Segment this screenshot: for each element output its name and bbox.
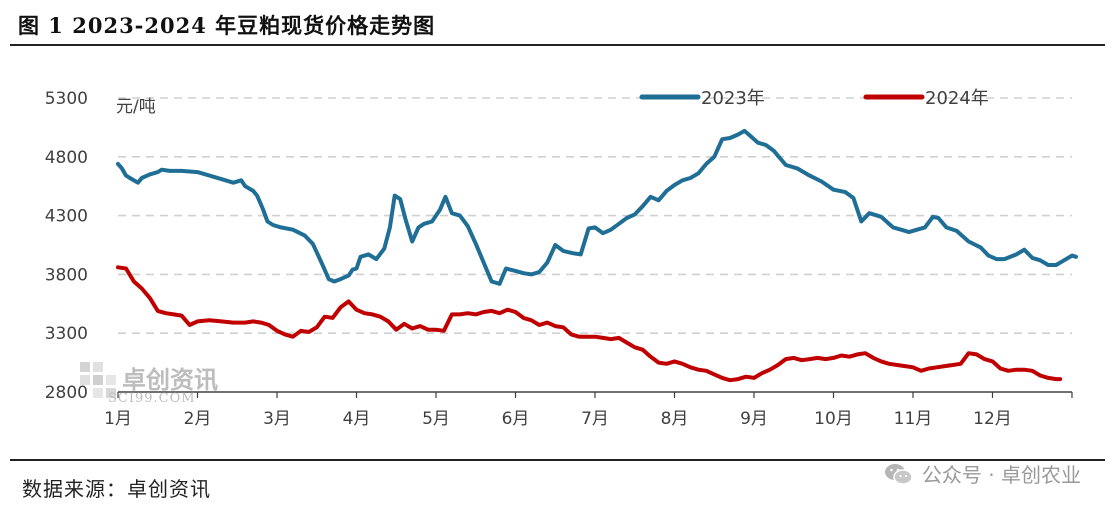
y-unit-label: 元/吨 (116, 97, 156, 117)
footer-divider (10, 459, 1105, 461)
series-line-2023 (116, 128, 1078, 286)
figure-title: 图 1 2023-2024 年豆粕现货价格走势图 (18, 13, 436, 38)
x-tick-label: 2月 (184, 409, 212, 429)
legend-label: 2023年 (701, 88, 765, 109)
legend-label: 2024年 (925, 88, 989, 109)
x-tick-label: 5月 (422, 409, 450, 429)
series-line-2024 (116, 265, 1063, 383)
x-tick-label: 9月 (740, 409, 768, 429)
grid-lines (118, 97, 1072, 335)
y-tick-label: 5300 (45, 89, 88, 109)
price-chart: 2800 3300 3800 4300 4800 5300 1月 2月 3月 4月 5月 6月 7月 8… (45, 88, 1078, 429)
y-axis: 2800 3300 3800 4300 4800 5300 (45, 89, 88, 403)
x-tick-label: 6月 (502, 409, 530, 429)
x-tick-label: 4月 (343, 409, 371, 429)
x-tick-label: 1月 (104, 409, 132, 429)
watermark-site: SCI99.COM (108, 391, 196, 406)
wechat-credit: 公众号 · 卓创农业 (884, 459, 1081, 488)
y-tick-label: 3800 (45, 265, 88, 285)
x-tick-label: 10月 (814, 409, 853, 429)
x-tick-label: 3月 (263, 409, 291, 429)
wechat-account: 公众号 · 卓创农业 (921, 463, 1081, 487)
y-tick-label: 4300 (45, 207, 88, 227)
x-tick-label: 8月 (661, 409, 689, 429)
legend: 2023年 2024年 (639, 88, 989, 109)
y-tick-label: 2800 (45, 383, 88, 403)
x-tick-label: 11月 (894, 409, 933, 429)
x-axis: 1月 2月 3月 4月 5月 6月 7月 8月 9月 10月 11月 12月 (104, 391, 1073, 429)
y-tick-label: 3300 (45, 324, 88, 344)
x-tick-label: 12月 (973, 409, 1012, 429)
watermark-logo-icon (80, 362, 116, 398)
series-lines (116, 128, 1078, 383)
watermark-name: 卓创资讯 (122, 366, 218, 394)
y-tick-label: 4800 (45, 148, 88, 168)
title-divider (10, 44, 1105, 46)
data-source: 数据来源：卓创资讯 (22, 477, 211, 501)
x-tick-label: 7月 (581, 409, 609, 429)
wechat-icon (884, 463, 913, 485)
